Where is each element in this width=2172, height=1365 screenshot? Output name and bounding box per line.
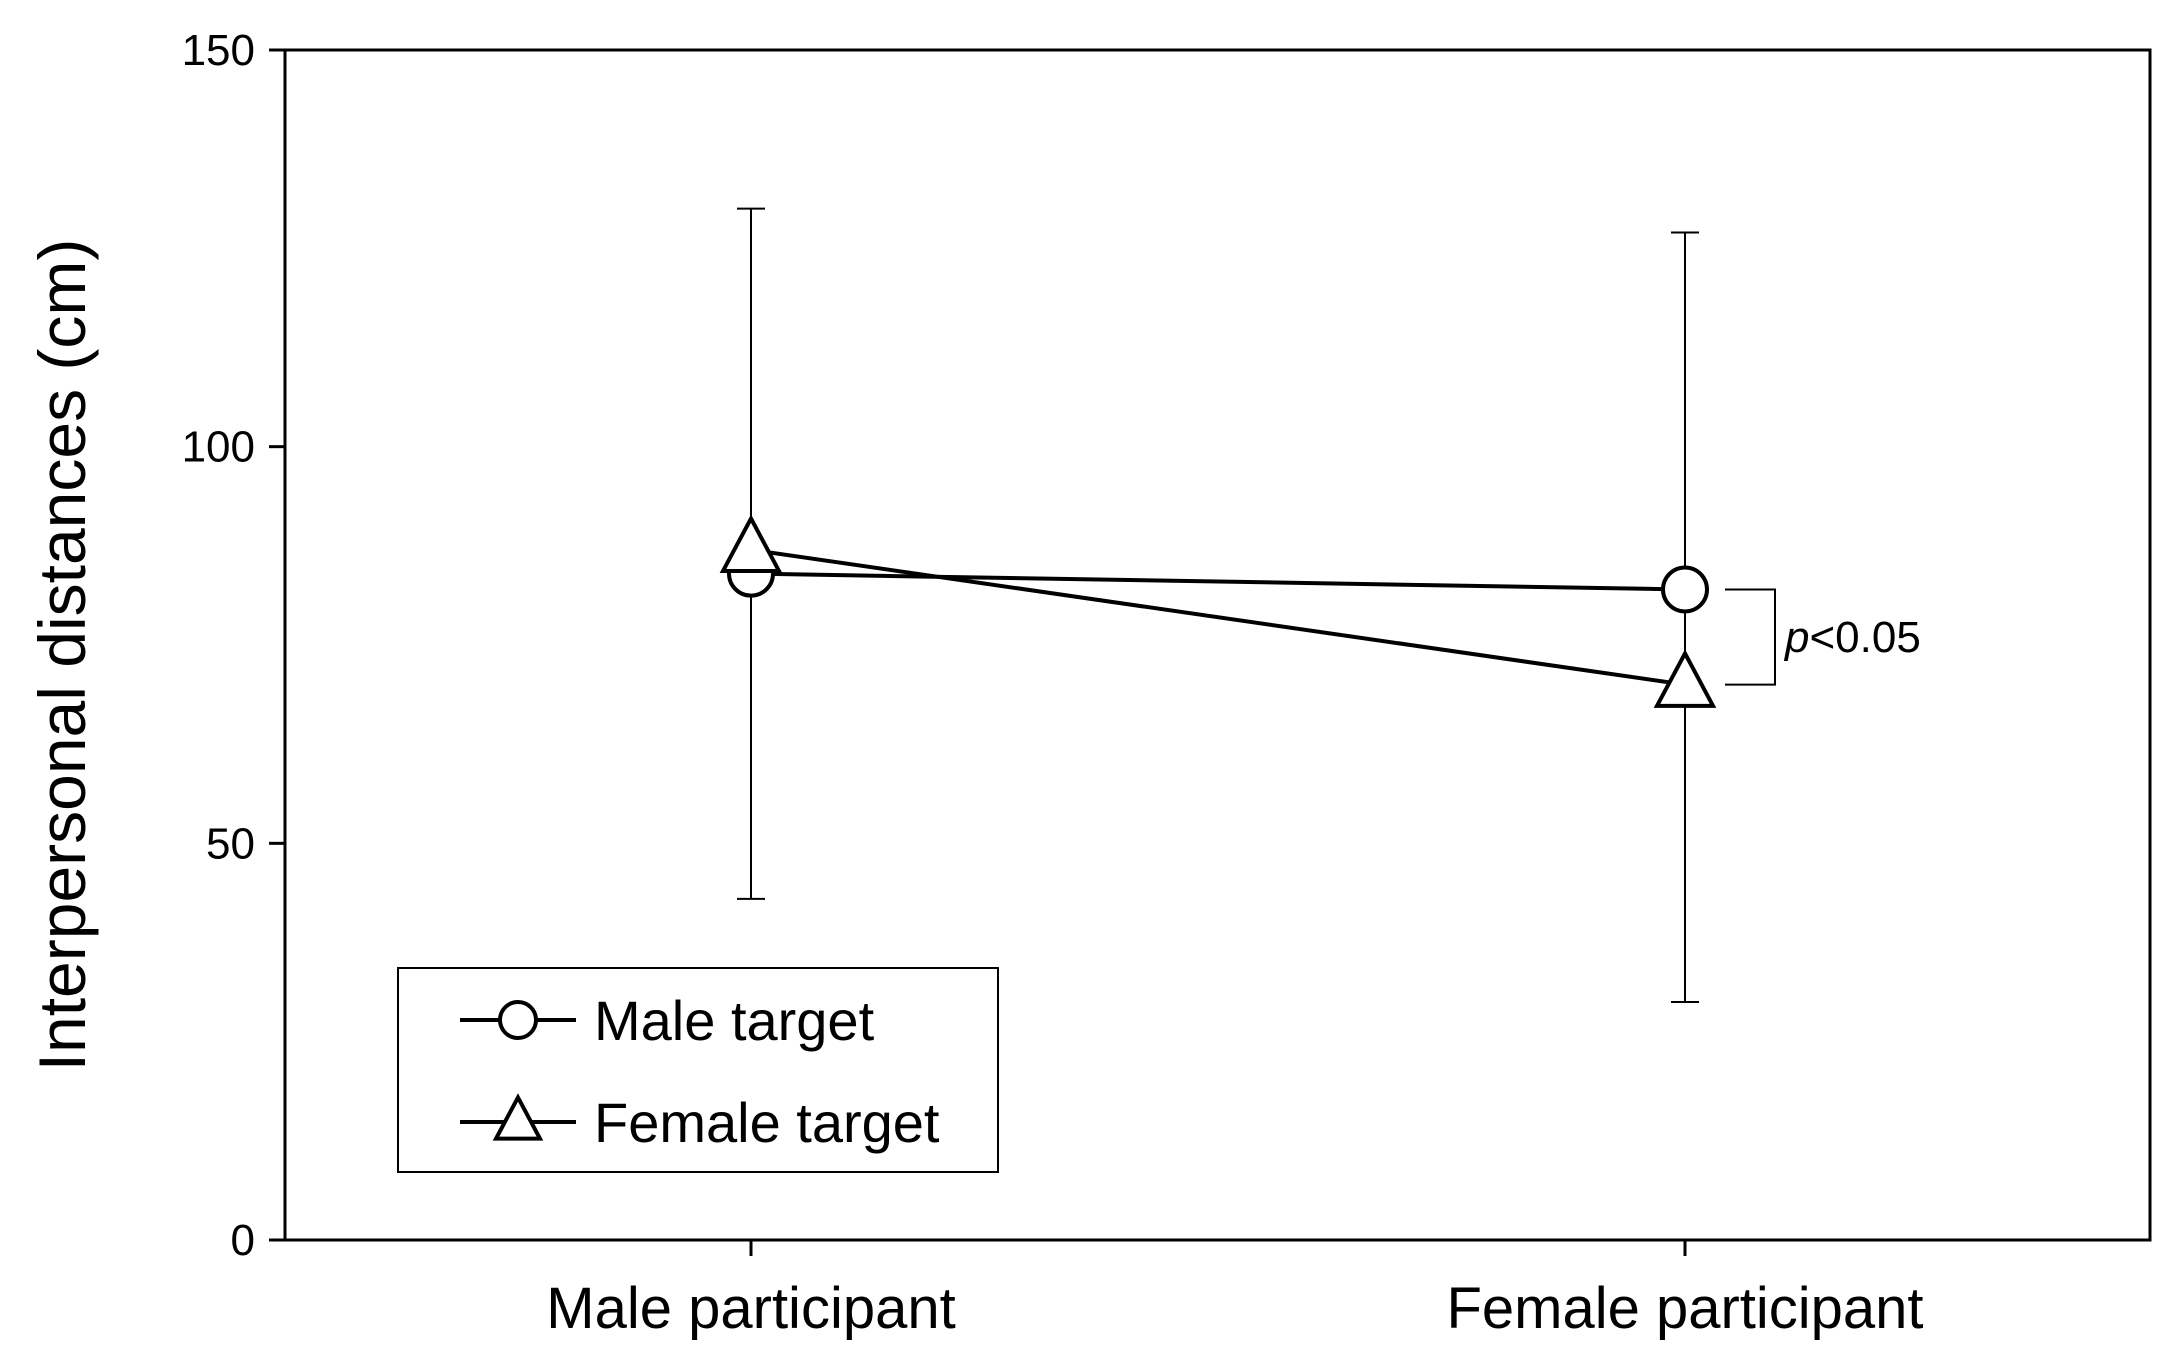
significance-label: p<0.05 bbox=[1783, 613, 1921, 662]
legend-marker-triangle bbox=[492, 1093, 544, 1141]
legend-marker-circle bbox=[498, 1000, 538, 1040]
y-tick-label: 50 bbox=[206, 819, 255, 868]
series-line-male-target bbox=[750, 571, 1686, 592]
significance-p-symbol: p bbox=[1783, 613, 1809, 662]
y-axis-title: Interpersonal distances (cm) bbox=[25, 239, 99, 1072]
x-category-label: Female participant bbox=[1446, 1276, 1923, 1341]
x-category-label: Male participant bbox=[546, 1276, 955, 1341]
data-point-male-target bbox=[1661, 565, 1709, 614]
legend-label: Female target bbox=[594, 1091, 940, 1154]
data-point-female-target bbox=[1653, 649, 1717, 708]
series-line-female-target bbox=[750, 547, 1686, 687]
y-tick-label: 150 bbox=[182, 26, 255, 75]
significance-bracket bbox=[1725, 588, 1776, 686]
significance-annotation: p<0.05 bbox=[1725, 588, 1921, 686]
error-bars bbox=[737, 207, 1699, 1003]
y-tick-label: 100 bbox=[182, 423, 255, 472]
significance-value: <0.05 bbox=[1809, 613, 1920, 662]
plot-area-border bbox=[283, 48, 2152, 1242]
series-markers bbox=[719, 514, 1717, 708]
y-tick-label: 0 bbox=[231, 1216, 255, 1265]
legend: Male target Female target bbox=[397, 967, 999, 1173]
plot-frame bbox=[283, 48, 2152, 1242]
data-point-female-target bbox=[719, 514, 783, 573]
x-axis: Male participant Female participant bbox=[546, 1240, 1924, 1341]
y-axis: 0 50 100 150 bbox=[182, 26, 285, 1265]
series-lines bbox=[750, 547, 1686, 687]
legend-label: Male target bbox=[594, 989, 875, 1052]
